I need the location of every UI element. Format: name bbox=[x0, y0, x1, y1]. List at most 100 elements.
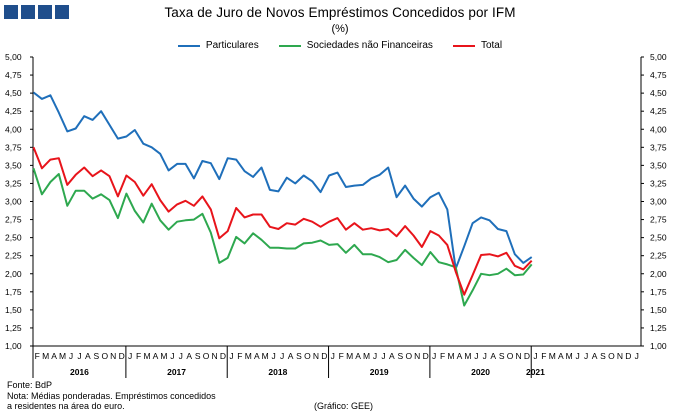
month-tick-label: M bbox=[346, 351, 353, 361]
month-tick-label: D bbox=[321, 351, 327, 361]
month-tick-label: O bbox=[304, 351, 311, 361]
month-tick-label: A bbox=[490, 351, 496, 361]
month-tick-label: O bbox=[507, 351, 514, 361]
month-tick-label: F bbox=[35, 351, 40, 361]
month-tick-label: F bbox=[237, 351, 242, 361]
y-tick-label-right: 1,00 bbox=[650, 341, 667, 351]
logo-square bbox=[55, 5, 69, 19]
month-tick-label: A bbox=[457, 351, 463, 361]
month-tick-label: A bbox=[558, 351, 564, 361]
month-tick-label: D bbox=[524, 351, 530, 361]
month-tick-label: J bbox=[432, 351, 436, 361]
month-tick-label: M bbox=[160, 351, 167, 361]
series-line-particulares bbox=[32, 91, 533, 270]
y-tick-label-left: 1,50 bbox=[5, 305, 22, 315]
month-tick-label: A bbox=[85, 351, 91, 361]
year-label: 2020 bbox=[471, 367, 490, 377]
y-tick-label-right: 4,50 bbox=[650, 88, 667, 98]
y-tick-label-left: 3,25 bbox=[5, 178, 22, 188]
logo-square bbox=[4, 5, 18, 19]
y-tick-label-right: 4,25 bbox=[650, 106, 667, 116]
month-tick-label: J bbox=[69, 351, 73, 361]
series-line-total bbox=[32, 146, 533, 296]
y-tick-label-left: 3,00 bbox=[5, 197, 22, 207]
month-tick-label: D bbox=[423, 351, 429, 361]
series-line-sociedades bbox=[32, 167, 533, 307]
month-tick-label: J bbox=[584, 351, 588, 361]
month-tick-label: J bbox=[576, 351, 580, 361]
y-tick-label-left: 2,00 bbox=[5, 269, 22, 279]
month-tick-label: N bbox=[515, 351, 521, 361]
logo-square bbox=[21, 5, 35, 19]
y-tick-label-right: 1,25 bbox=[650, 323, 667, 333]
month-tick-label: J bbox=[483, 351, 487, 361]
month-tick-label: M bbox=[566, 351, 573, 361]
month-tick-label: J bbox=[170, 351, 174, 361]
month-tick-label: F bbox=[541, 351, 546, 361]
y-tick-label-left: 2,50 bbox=[5, 233, 22, 243]
month-tick-label: J bbox=[280, 351, 284, 361]
month-tick-label: O bbox=[203, 351, 210, 361]
year-label: 2016 bbox=[70, 367, 89, 377]
month-tick-label: F bbox=[339, 351, 344, 361]
month-tick-label: J bbox=[533, 351, 537, 361]
month-tick-label: J bbox=[331, 351, 335, 361]
legend-label-sociedades: Sociedades não Financeiras bbox=[306, 40, 433, 51]
month-tick-label: A bbox=[389, 351, 395, 361]
month-tick-label: M bbox=[447, 351, 454, 361]
y-tick-label-right: 2,25 bbox=[650, 251, 667, 261]
month-tick-label: S bbox=[600, 351, 606, 361]
month-tick-label: J bbox=[179, 351, 183, 361]
y-tick-label-left: 4,00 bbox=[5, 124, 22, 134]
month-tick-label: J bbox=[128, 351, 132, 361]
month-tick-label: N bbox=[617, 351, 623, 361]
month-tick-label: M bbox=[143, 351, 150, 361]
chart-credit: (Gráfico: GEE) bbox=[314, 401, 374, 411]
y-tick-label-left: 2,25 bbox=[5, 251, 22, 261]
month-tick-label: A bbox=[288, 351, 294, 361]
month-tick-label: J bbox=[77, 351, 81, 361]
y-tick-label-right: 5,00 bbox=[650, 52, 667, 62]
chart-subtitle: (%) bbox=[331, 23, 349, 35]
month-tick-label: S bbox=[296, 351, 302, 361]
y-tick-label-right: 1,50 bbox=[650, 305, 667, 315]
y-tick-label-left: 3,75 bbox=[5, 142, 22, 152]
y-tick-label-right: 1,75 bbox=[650, 287, 667, 297]
note-line-2: a residentes na área do euro. bbox=[7, 401, 125, 411]
year-label: 2018 bbox=[268, 367, 287, 377]
month-tick-label: J bbox=[635, 351, 639, 361]
legend-label-total: Total bbox=[480, 40, 503, 51]
month-tick-label: M bbox=[245, 351, 252, 361]
month-tick-label: A bbox=[592, 351, 598, 361]
month-tick-label: A bbox=[254, 351, 260, 361]
month-tick-label: D bbox=[119, 351, 125, 361]
month-tick-label: N bbox=[414, 351, 420, 361]
y-tick-label-left: 2,75 bbox=[5, 215, 22, 225]
month-tick-label: M bbox=[464, 351, 471, 361]
y-tick-label-left: 1,25 bbox=[5, 323, 22, 333]
y-tick-label-left: 4,50 bbox=[5, 88, 22, 98]
month-tick-label: O bbox=[405, 351, 412, 361]
legend-item-sociedades: Sociedades não Financeiras bbox=[278, 40, 433, 51]
year-label: 2021 bbox=[526, 367, 545, 377]
month-tick-label: A bbox=[355, 351, 361, 361]
y-tick-label-left: 3,50 bbox=[5, 160, 22, 170]
legend-swatch-sociedades bbox=[278, 44, 301, 47]
month-tick-label: S bbox=[499, 351, 505, 361]
month-tick-label: J bbox=[474, 351, 478, 361]
month-tick-label: D bbox=[625, 351, 631, 361]
logo-square bbox=[38, 5, 52, 19]
month-tick-label: A bbox=[153, 351, 159, 361]
y-tick-label-right: 3,75 bbox=[650, 142, 667, 152]
y-tick-label-left: 4,25 bbox=[5, 106, 22, 116]
month-tick-label: M bbox=[363, 351, 370, 361]
month-tick-label: J bbox=[381, 351, 385, 361]
y-tick-label-right: 3,00 bbox=[650, 197, 667, 207]
month-tick-label: M bbox=[262, 351, 269, 361]
bdp-logo-squares bbox=[4, 5, 69, 19]
month-tick-label: A bbox=[186, 351, 192, 361]
y-tick-label-left: 4,75 bbox=[5, 70, 22, 80]
y-tick-label-right: 4,75 bbox=[650, 70, 667, 80]
month-tick-label: M bbox=[59, 351, 66, 361]
